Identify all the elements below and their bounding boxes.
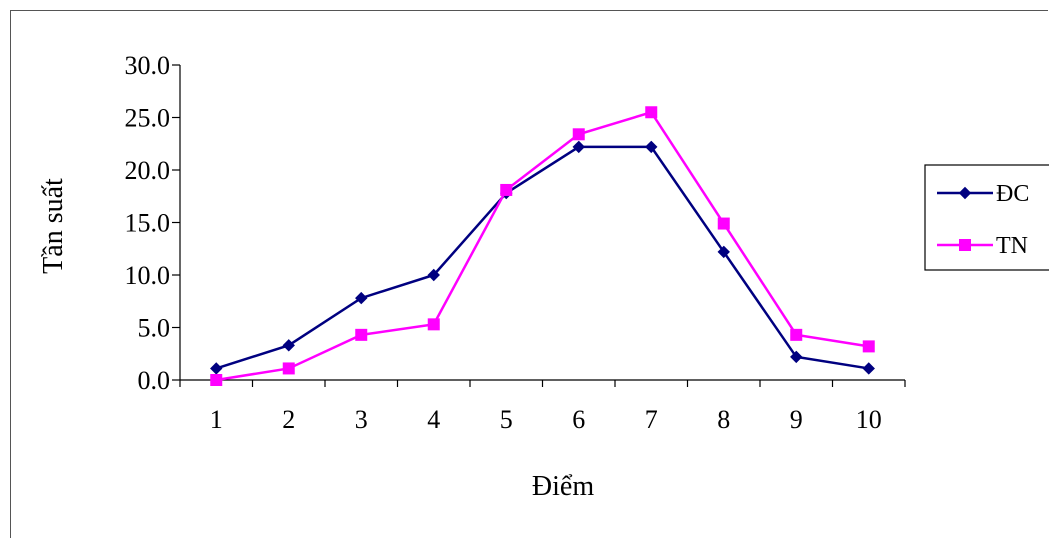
data-point [862,362,875,375]
legend-label: TN [996,233,1028,259]
data-point [645,106,658,119]
legend-item: TN [937,233,1028,259]
legend-marker [958,186,972,200]
x-ticks: 1 2 3 4 5 6 7 8 9 10 [179,380,906,434]
chart-frame [10,10,1048,538]
x-tick-label: 1 [210,405,223,434]
data-point [500,183,513,196]
y-tick-label: 20.0 [125,156,171,185]
y-tick-label: 0.0 [138,366,171,395]
y-tick-label: 5.0 [138,314,171,343]
series-1 [210,140,875,375]
data-point [282,339,295,352]
data-point [355,291,368,305]
axes: 0.0 5.0 10.0 15.0 20.0 25.0 30.0 1 2 3 4 5 6 7 8 9 10 [125,51,906,434]
legend-items: ĐC TN [937,181,1029,259]
x-tick-label: 9 [790,405,803,434]
data-point [717,245,730,259]
x-tick-label: 3 [355,405,368,434]
x-tick-label: 7 [645,405,658,434]
data-point [427,318,440,331]
series-line [215,145,869,370]
legend-marker [959,239,971,251]
series-2 [210,106,875,386]
data-point [282,362,295,375]
data-point [210,362,223,375]
y-tick-label: 25.0 [125,104,171,133]
legend-box [924,164,1049,271]
x-tick-label: 8 [717,405,730,434]
y-axis-title: Tần suất [38,178,69,274]
x-tick-label: 2 [282,405,295,434]
data-point [645,140,658,154]
y-tick-label: 30.0 [125,51,171,80]
data-point [355,328,368,341]
data-point [427,268,440,282]
y-tick-label: 15.0 [125,209,171,238]
data-point [862,340,875,353]
x-tick-label: 10 [856,405,882,434]
data-point [790,350,803,364]
x-tick-label: 5 [500,405,513,434]
legend: ĐC TN [924,164,1049,271]
series-layer [210,106,875,386]
data-point [572,140,585,154]
y-tick-label: 10.0 [125,261,171,290]
data-point [572,128,585,141]
x-tick-label: 4 [427,405,440,434]
series-line [216,110,869,382]
data-point [790,328,803,341]
data-point [210,374,223,386]
data-point [717,217,730,230]
x-axis-title: Điểm [532,471,594,502]
legend-label: ĐC [996,181,1029,207]
y-ticks: 0.0 5.0 10.0 15.0 20.0 25.0 30.0 [125,51,180,395]
legend-item: ĐC [937,181,1029,207]
x-tick-label: 6 [572,405,585,434]
